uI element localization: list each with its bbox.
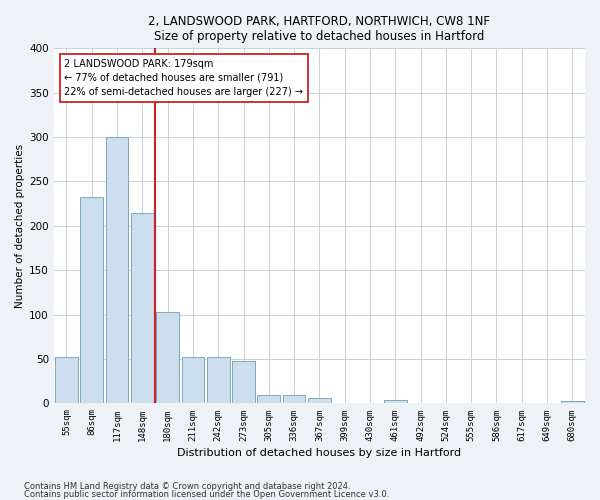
Text: 2 LANDSWOOD PARK: 179sqm
← 77% of detached houses are smaller (791)
22% of semi-: 2 LANDSWOOD PARK: 179sqm ← 77% of detach…: [64, 59, 304, 97]
Bar: [308, 398, 331, 404]
X-axis label: Distribution of detached houses by size in Hartford: Distribution of detached houses by size …: [178, 448, 461, 458]
Y-axis label: Number of detached properties: Number of detached properties: [15, 144, 25, 308]
Bar: [257, 396, 280, 404]
Bar: [106, 137, 128, 404]
Bar: [384, 400, 407, 404]
Bar: [561, 401, 584, 404]
Bar: [232, 361, 255, 404]
Text: Contains public sector information licensed under the Open Government Licence v3: Contains public sector information licen…: [24, 490, 389, 499]
Bar: [131, 212, 154, 404]
Bar: [182, 358, 204, 404]
Title: 2, LANDSWOOD PARK, HARTFORD, NORTHWICH, CW8 1NF
Size of property relative to det: 2, LANDSWOOD PARK, HARTFORD, NORTHWICH, …: [148, 15, 490, 43]
Bar: [80, 198, 103, 404]
Bar: [207, 358, 230, 404]
Bar: [156, 312, 179, 404]
Text: Contains HM Land Registry data © Crown copyright and database right 2024.: Contains HM Land Registry data © Crown c…: [24, 482, 350, 491]
Bar: [283, 396, 305, 404]
Bar: [55, 358, 78, 404]
